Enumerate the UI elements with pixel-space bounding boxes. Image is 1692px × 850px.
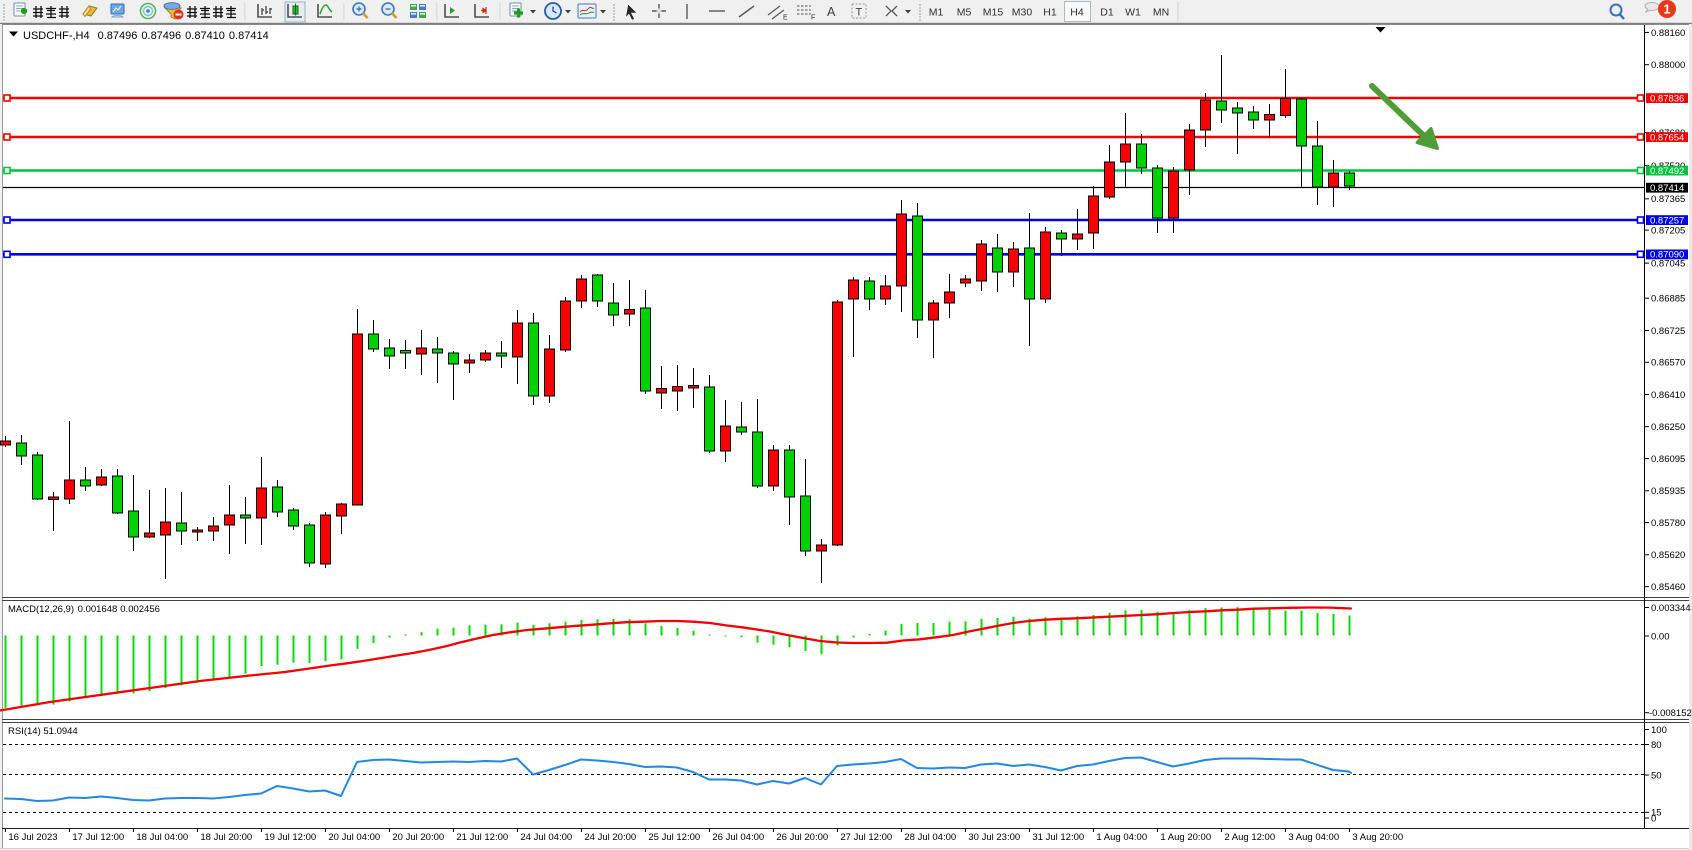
svg-text:20 Jul 20:00: 20 Jul 20:00: [392, 832, 444, 843]
svg-text:H1: H1: [1043, 7, 1057, 19]
svg-text:0: 0: [1651, 813, 1656, 824]
svg-text:A: A: [827, 5, 836, 19]
svg-text:30 Jul 23:00: 30 Jul 23:00: [968, 832, 1020, 843]
svg-text:0.87365: 0.87365: [1651, 194, 1685, 205]
svg-text:0.85780: 0.85780: [1651, 518, 1685, 529]
svg-text:0.86570: 0.86570: [1651, 358, 1685, 369]
svg-text:0.87414: 0.87414: [1650, 183, 1684, 194]
svg-text:16 Jul 2023: 16 Jul 2023: [8, 832, 57, 843]
svg-text:M15: M15: [983, 7, 1004, 19]
svg-text:21 Jul 12:00: 21 Jul 12:00: [456, 832, 508, 843]
svg-text:3 Aug 20:00: 3 Aug 20:00: [1352, 832, 1403, 843]
svg-text:RSI(14) 51.0944: RSI(14) 51.0944: [8, 726, 78, 737]
svg-text:0.85620: 0.85620: [1651, 550, 1685, 561]
svg-text:0.003344: 0.003344: [1651, 603, 1691, 614]
svg-text:0.87090: 0.87090: [1650, 250, 1684, 261]
svg-text:19 Jul 12:00: 19 Jul 12:00: [264, 832, 316, 843]
svg-text:1 Aug 04:00: 1 Aug 04:00: [1096, 832, 1147, 843]
svg-text:H4: H4: [1070, 7, 1084, 19]
svg-text:0.87654: 0.87654: [1650, 132, 1684, 143]
svg-text:-0.008152: -0.008152: [1649, 708, 1692, 719]
svg-text:31 Jul 12:00: 31 Jul 12:00: [1032, 832, 1084, 843]
svg-text:M5: M5: [957, 7, 972, 19]
svg-text:1: 1: [1663, 2, 1670, 17]
svg-text:27 Jul 12:00: 27 Jul 12:00: [840, 832, 892, 843]
svg-text:18 Jul 04:00: 18 Jul 04:00: [136, 832, 188, 843]
svg-text:0.87257: 0.87257: [1650, 215, 1684, 226]
svg-text:3 Aug 04:00: 3 Aug 04:00: [1288, 832, 1339, 843]
svg-text:0.86095: 0.86095: [1651, 454, 1685, 465]
svg-text:W1: W1: [1125, 7, 1141, 19]
svg-text:0.86410: 0.86410: [1651, 390, 1685, 401]
svg-text:25 Jul 12:00: 25 Jul 12:00: [648, 832, 700, 843]
svg-text:20 Jul 04:00: 20 Jul 04:00: [328, 832, 380, 843]
svg-text:M30: M30: [1012, 7, 1033, 19]
svg-text:E: E: [783, 15, 788, 22]
svg-text:M1: M1: [929, 7, 944, 19]
svg-text:0.00: 0.00: [1651, 631, 1670, 642]
svg-text:100: 100: [1651, 725, 1667, 736]
svg-text:D1: D1: [1100, 7, 1114, 19]
svg-text:0.85460: 0.85460: [1651, 582, 1685, 593]
svg-text:26 Jul 20:00: 26 Jul 20:00: [776, 832, 828, 843]
svg-text:MN: MN: [1153, 7, 1169, 19]
svg-text:1 Aug 20:00: 1 Aug 20:00: [1160, 832, 1211, 843]
svg-text:24 Jul 04:00: 24 Jul 04:00: [520, 832, 572, 843]
svg-text:0.88000: 0.88000: [1651, 60, 1685, 71]
svg-text:18 Jul 20:00: 18 Jul 20:00: [200, 832, 252, 843]
svg-text:80: 80: [1651, 740, 1662, 751]
svg-text:2 Aug 12:00: 2 Aug 12:00: [1224, 832, 1275, 843]
svg-text:15: 15: [1651, 808, 1662, 819]
svg-text:0.87045: 0.87045: [1651, 259, 1685, 270]
svg-text:0.85935: 0.85935: [1651, 486, 1685, 497]
svg-text:0.87205: 0.87205: [1651, 226, 1685, 237]
svg-text:0.86725: 0.86725: [1651, 326, 1685, 337]
svg-text:0.87492: 0.87492: [1650, 166, 1684, 177]
svg-text:T: T: [856, 7, 863, 19]
svg-text:0.88160: 0.88160: [1651, 28, 1685, 39]
svg-text:24 Jul 20:00: 24 Jul 20:00: [584, 832, 636, 843]
svg-text:26 Jul 04:00: 26 Jul 04:00: [712, 832, 764, 843]
svg-text:50: 50: [1651, 770, 1662, 781]
svg-text:0.86250: 0.86250: [1651, 422, 1685, 433]
svg-text:0.87836: 0.87836: [1650, 93, 1684, 104]
svg-text:F: F: [811, 15, 815, 22]
svg-text:28 Jul 04:00: 28 Jul 04:00: [904, 832, 956, 843]
svg-text:0.86885: 0.86885: [1651, 294, 1685, 305]
svg-text:17 Jul 12:00: 17 Jul 12:00: [72, 832, 124, 843]
